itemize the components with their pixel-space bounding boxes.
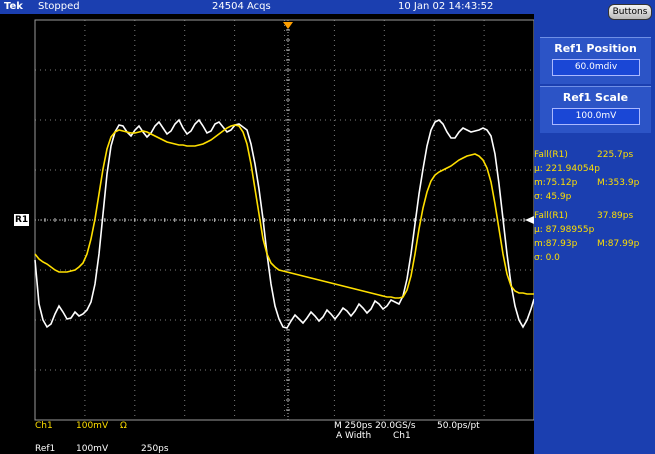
waveform-display[interactable]: R1 xyxy=(0,14,534,454)
ch1-label[interactable]: Ch1 xyxy=(35,421,53,431)
side-menu: Buttons Ref1 Position 60.0mdiv Ref1 Scal… xyxy=(534,0,655,454)
meas2-value: 37.89ps xyxy=(597,211,634,221)
ref1-position-title: Ref1 Position xyxy=(554,42,637,55)
readout-bar: Ch1 100mV Ω Ref1 100mV 250ps M 250ps 20.… xyxy=(0,420,534,454)
ref1-waveform xyxy=(34,118,534,329)
brand-label: Tek xyxy=(4,1,23,12)
meas1-sigma: σ: 45.9p xyxy=(534,192,572,202)
horizontal-timebase: M 250ps 20.0GS/s xyxy=(334,421,416,431)
trigger-position-marker xyxy=(283,22,293,29)
ref1-position-value[interactable]: 60.0mdiv xyxy=(552,59,640,76)
buttons-button[interactable]: Buttons xyxy=(608,4,652,20)
ref1-scale-title: Ref1 Scale xyxy=(562,91,629,104)
record-resolution: 50.0ps/pt xyxy=(437,421,480,431)
meas1-min: m:75.12p xyxy=(534,178,578,188)
trigger-source: Ch1 xyxy=(393,431,411,441)
ref1-position-control[interactable]: Ref1 Position 60.0mdiv xyxy=(540,37,651,84)
ch1-coupling: Ω xyxy=(120,421,127,431)
meas1-value: 225.7ps xyxy=(597,150,634,160)
ref1-timebase: 250ps xyxy=(141,444,169,454)
meas1-max: M:353.9p xyxy=(597,178,640,188)
ref1-marker[interactable]: R1 xyxy=(1,214,37,226)
meas1-name: Fall(R1) xyxy=(534,150,568,160)
ref1-scale-value[interactable]: 100.0mV xyxy=(552,108,640,125)
meas2-name: Fall(R1) xyxy=(534,211,568,221)
status-bar: Tek Stopped 24504 Acqs 10 Jan 02 14:43:5… xyxy=(0,0,534,14)
meas2-max: M:87.99p xyxy=(597,239,640,249)
meas2-min: m:87.93p xyxy=(534,239,578,249)
graticule xyxy=(34,19,534,421)
trigger-type: A Width xyxy=(336,431,372,441)
acquisition-count: 24504 Acqs xyxy=(212,1,271,12)
meas1-mean: µ: 221.94054p xyxy=(534,164,601,174)
graticule-frame xyxy=(34,19,534,421)
ch1-scale: 100mV xyxy=(76,421,109,431)
ch1-waveform xyxy=(34,124,534,299)
trigger-level-marker xyxy=(525,216,534,224)
ref1-label[interactable]: Ref1 xyxy=(35,444,56,454)
ref1-scale: 100mV xyxy=(76,444,109,454)
meas2-mean: µ: 87.98955p xyxy=(534,225,595,235)
meas2-sigma: σ: 0.0 xyxy=(534,253,560,263)
datetime: 10 Jan 02 14:43:52 xyxy=(398,1,494,12)
ref1-scale-control[interactable]: Ref1 Scale 100.0mV xyxy=(540,86,651,133)
ref1-marker-label: R1 xyxy=(14,214,30,226)
acquisition-status: Stopped xyxy=(38,1,80,12)
